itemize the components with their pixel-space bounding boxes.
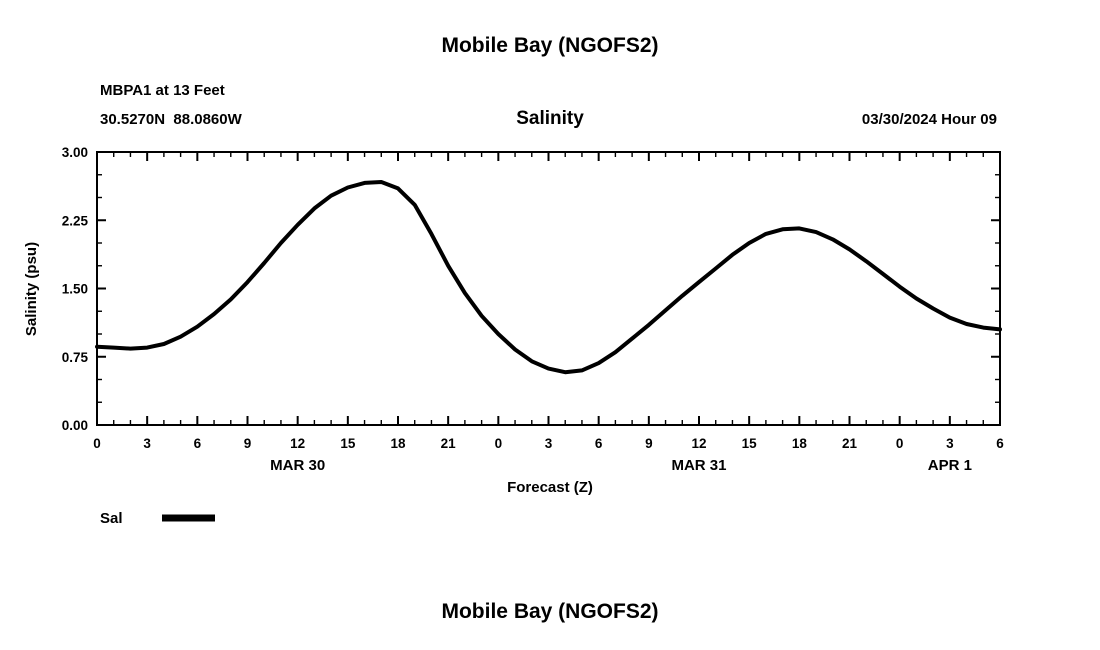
x-tick-label: 6 <box>595 436 603 451</box>
plot-border <box>96 151 1001 426</box>
x-axis-title: Forecast (Z) <box>507 479 593 496</box>
day-label: MAR 31 <box>671 457 726 474</box>
page-title: Mobile Bay (NGOFS2) <box>441 34 658 57</box>
x-tick-label: 21 <box>441 436 457 451</box>
day-label: MAR 30 <box>270 457 325 474</box>
x-tick-label: 0 <box>896 436 904 451</box>
chart-title: Salinity <box>516 108 584 129</box>
legend-label: Sal <box>100 510 123 527</box>
x-tick-label: 9 <box>645 436 653 451</box>
forecast-datetime: 03/30/2024 Hour 09 <box>862 111 997 128</box>
x-tick-label: 18 <box>390 436 406 451</box>
y-tick-label: 1.50 <box>62 282 88 297</box>
x-tick-label: 15 <box>742 436 758 451</box>
x-tick-label: 0 <box>93 436 101 451</box>
x-tick-label: 6 <box>996 436 1004 451</box>
plot-area: 0 3 6 9 12 15 18 21 0 3 6 9 12 15 18 21 0 3 6 0.00 0.75 1.50 2… <box>62 145 1005 474</box>
x-tick-label: 3 <box>946 436 954 451</box>
x-tick-label: 15 <box>340 436 356 451</box>
day-label: APR 1 <box>928 457 972 474</box>
y-tick-label: 0.75 <box>62 350 89 365</box>
x-tick-label: 18 <box>792 436 808 451</box>
x-tick-label: 9 <box>244 436 252 451</box>
x-tick-label: 12 <box>290 436 305 451</box>
x-tick-label: 6 <box>194 436 202 451</box>
x-tick-label: 12 <box>691 436 706 451</box>
y-tick-label: 0.00 <box>62 418 88 433</box>
x-tick-label: 3 <box>545 436 553 451</box>
y-axis-title: Salinity (psu) <box>23 242 40 336</box>
x-tick-label: 0 <box>495 436 503 451</box>
x-tick-label: 21 <box>842 436 858 451</box>
salinity-curve <box>95 180 1002 375</box>
station-label: MBPA1 at 13 Feet <box>100 82 225 99</box>
y-tick-label: 3.00 <box>62 145 88 160</box>
x-tick-label: 3 <box>143 436 151 451</box>
y-tick-label: 2.25 <box>62 213 89 228</box>
next-page-title: Mobile Bay (NGOFS2) <box>441 600 658 623</box>
station-coordinates: 30.5270N 88.0860W <box>100 111 243 128</box>
